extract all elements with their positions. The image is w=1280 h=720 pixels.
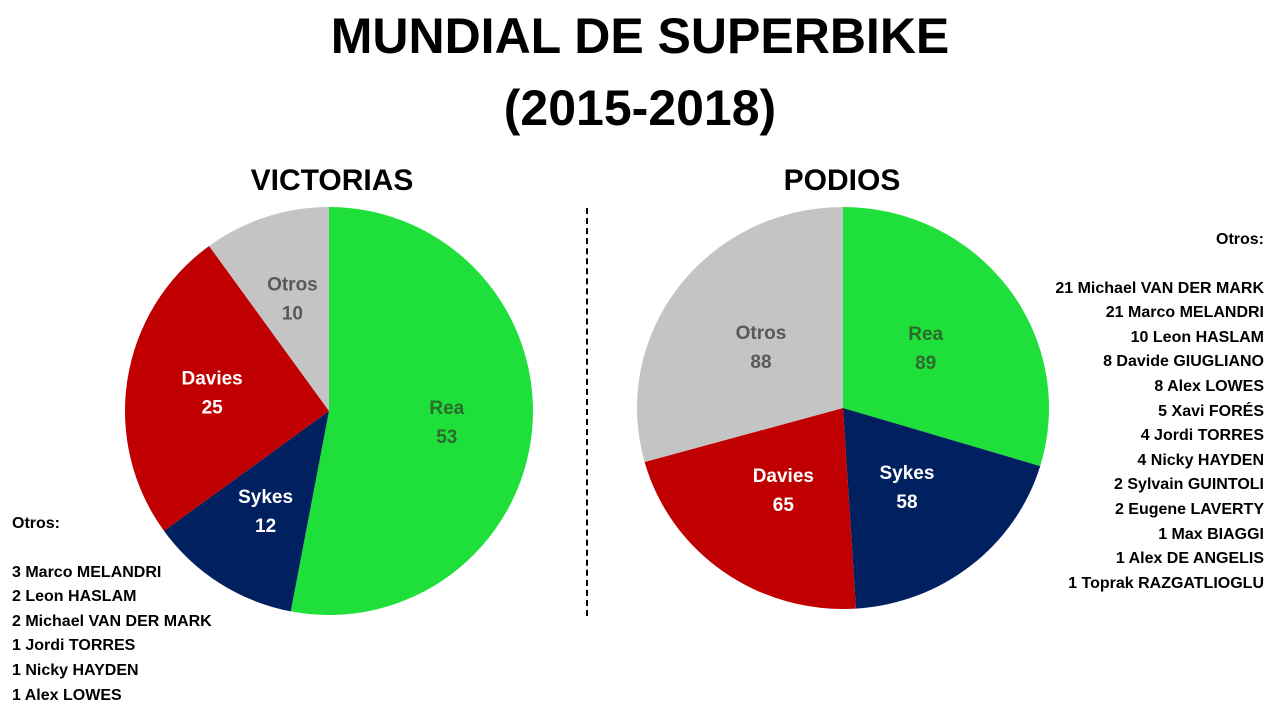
victorias-others-heading: Otros: [12, 515, 60, 532]
slice-value-davies: 65 [773, 495, 795, 516]
others-list-item: 2 Sylvain GUINTOLI [1114, 476, 1264, 494]
slice-label-sykes: Sykes [880, 463, 935, 484]
others-list-item: 8 Davide GIUGLIANO [1103, 353, 1264, 371]
others-list-item: 4 Nicky HAYDEN [1137, 451, 1264, 469]
others-list-item: 1 Toprak RAZGATLIOGLU [1068, 574, 1264, 592]
victorias-pie-chart: Rea 53 Sykes 12 Davies 25 Otros 10 [124, 207, 533, 615]
others-list-item: 1 Nicky HAYDEN [12, 661, 139, 679]
podios-others-list: Otros: 21 Michael VAN DER MARK 21 Marco … [1055, 228, 1264, 596]
pie-slice-sykes [163, 411, 329, 612]
page-subtitle-years: (2015-2018) [503, 80, 777, 136]
others-list-item: 5 Xavi FORÉS [1158, 402, 1264, 420]
others-list-item: 10 Leon HASLAM [1130, 328, 1264, 346]
slice-label-davies: Davies [181, 368, 242, 389]
podios-others-heading: Otros: [1216, 231, 1264, 248]
pie-slice-sykes [843, 408, 1041, 609]
others-list-item: 2 Leon HASLAM [12, 588, 137, 606]
others-list-item: 1 Alex LOWES [12, 686, 122, 704]
others-list-item: 8 Alex LOWES [1154, 377, 1264, 395]
pie-slice-rea [290, 207, 533, 615]
slice-value-rea: 53 [436, 427, 457, 448]
others-list-item: 1 Jordi TORRES [12, 637, 136, 655]
others-list-item: 1 Alex DE ANGELIS [1115, 550, 1264, 568]
slice-value-otros: 88 [750, 352, 771, 373]
others-list-item: 3 Marco MELANDRI [12, 563, 162, 581]
slice-label-rea: Rea [429, 398, 464, 419]
podios-pie-chart: Rea 89 Sykes 58 Davies 65 Otros 88 [637, 207, 1049, 609]
pie-slice-otros [209, 207, 329, 411]
pie-slice-davies [644, 408, 856, 609]
slice-label-otros: Otros [267, 274, 318, 295]
others-list-item: 2 Eugene LAVERTY [1114, 500, 1264, 518]
slice-label-rea: Rea [908, 324, 943, 345]
slice-label-davies: Davies [753, 466, 814, 487]
others-list-item: 21 Marco MELANDRI [1105, 304, 1264, 322]
slice-value-sykes: 12 [255, 516, 276, 537]
slice-label-sykes: Sykes [238, 487, 293, 508]
slice-value-otros: 10 [282, 303, 303, 324]
victorias-chart-title: VICTORIAS [250, 164, 414, 197]
chart-divider [586, 208, 588, 616]
others-list-item: 4 Jordi TORRES [1140, 427, 1264, 445]
podios-chart-title: PODIOS [783, 164, 901, 197]
slice-value-davies: 25 [202, 397, 224, 418]
others-list-item: 21 Michael VAN DER MARK [1055, 279, 1264, 297]
pie-slice-davies [124, 245, 329, 531]
others-list-item: 2 Michael VAN DER MARK [12, 612, 212, 630]
slice-value-sykes: 58 [896, 492, 917, 513]
victorias-others-list: Otros: 3 Marco MELANDRI 2 Leon HASLAM 2 … [12, 512, 212, 708]
page-title: MUNDIAL DE SUPERBIKE [330, 8, 950, 64]
slice-value-rea: 89 [915, 353, 936, 374]
others-list-item: 1 Max BIAGGI [1158, 525, 1264, 543]
pie-slice-rea [843, 207, 1049, 467]
pie-slice-otros [637, 207, 843, 463]
slice-label-otros: Otros [736, 323, 787, 344]
